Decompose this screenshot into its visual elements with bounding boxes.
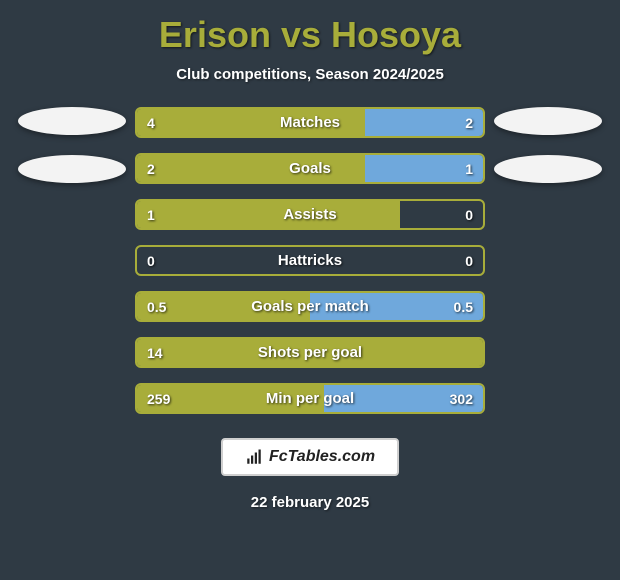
team-logo-placeholder	[18, 107, 126, 135]
page-title: Erison vs Hosoya	[159, 14, 461, 56]
stat-label: Shots per goal	[137, 339, 483, 366]
stat-bar: 10Assists	[135, 199, 485, 230]
stat-label: Matches	[137, 109, 483, 136]
watermark: FcTables.com	[221, 438, 399, 476]
stat-bar: 42Matches	[135, 107, 485, 138]
player1-name: Erison	[159, 14, 271, 55]
vs-text: vs	[281, 14, 321, 55]
team-logo-placeholder	[494, 155, 602, 183]
stat-bars-column: 42Matches 21Goals 10Assists 00Hattricks 0.50…	[135, 107, 485, 414]
stat-bar: 00Hattricks	[135, 245, 485, 276]
team-logos-right	[494, 107, 602, 183]
stat-label: Goals per match	[137, 293, 483, 320]
stat-label: Hattricks	[137, 247, 483, 274]
subtitle: Club competitions, Season 2024/2025	[176, 66, 444, 83]
team-logo-placeholder	[494, 107, 602, 135]
team-logos-left	[18, 107, 126, 183]
stat-label: Min per goal	[137, 385, 483, 412]
team-logo-placeholder	[18, 155, 126, 183]
player2-name: Hosoya	[331, 14, 461, 55]
stat-label: Goals	[137, 155, 483, 182]
date: 22 february 2025	[251, 494, 369, 511]
stats-area: 42Matches 21Goals 10Assists 00Hattricks 0.50…	[10, 107, 610, 414]
stat-bar: 259302Min per goal	[135, 383, 485, 414]
comparison-infographic: Erison vs Hosoya Club competitions, Seas…	[0, 0, 620, 580]
stat-bar: 0.50.5Goals per match	[135, 291, 485, 322]
stat-label: Assists	[137, 201, 483, 228]
stat-bar: 14Shots per goal	[135, 337, 485, 368]
chart-icon	[245, 448, 263, 466]
stat-bar: 21Goals	[135, 153, 485, 184]
watermark-text: FcTables.com	[269, 448, 375, 466]
